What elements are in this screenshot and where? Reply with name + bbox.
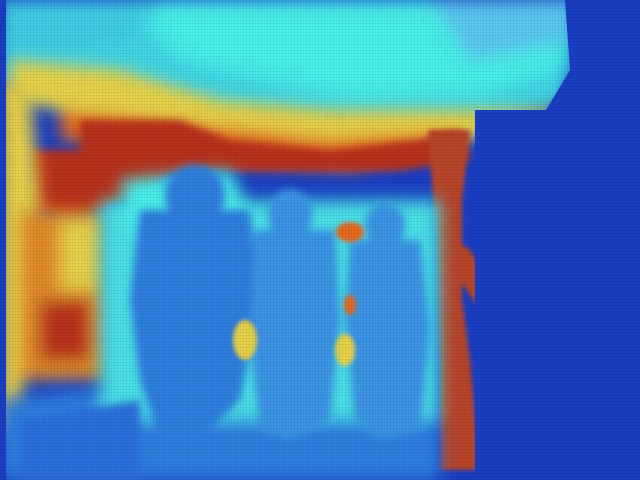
far-right-region [475, 110, 640, 480]
far-right-upper [540, 0, 640, 120]
accent-spots [233, 222, 364, 366]
people-silhouettes [20, 165, 430, 480]
left-edge-strip [0, 0, 6, 480]
near-band [30, 120, 470, 220]
left-wall [0, 80, 110, 440]
